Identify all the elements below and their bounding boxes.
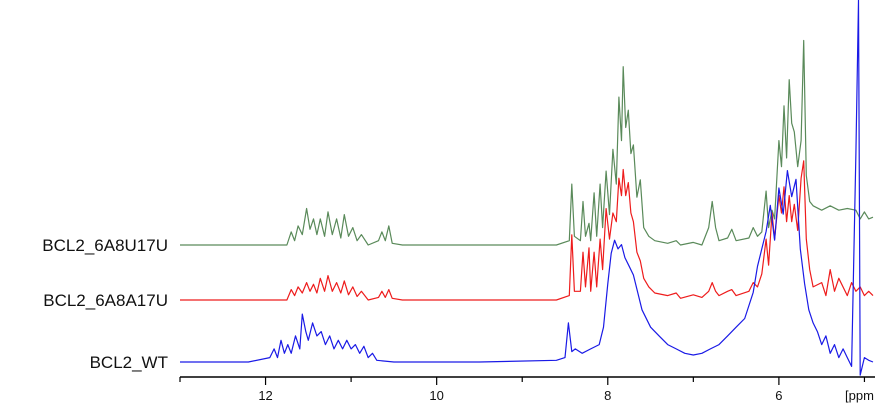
x-tick-label: 8 [604,388,611,403]
series-labels: BCL2_6A8U17U BCL2_6A8A17U BCL2_WT [42,236,168,372]
x-axis-ticks: 12 10 8 6 [179,377,866,403]
series-label: BCL2_WT [90,353,168,372]
series-label: BCL2_6A8A17U [43,291,168,310]
x-tick-label: 10 [429,388,443,403]
spectrum-trace-BCL2_6A8U17U [180,39,874,246]
x-axis-unit-label: [ppm [845,388,874,403]
spectrum-trace-BCL2_6A8A17U [180,160,874,301]
x-tick-label: 12 [258,388,272,403]
spectrum-trace-BCL2_WT [180,0,874,376]
series-label: BCL2_6A8U17U [42,236,168,255]
spectrum-traces [180,0,874,376]
x-tick-label: 6 [775,388,782,403]
